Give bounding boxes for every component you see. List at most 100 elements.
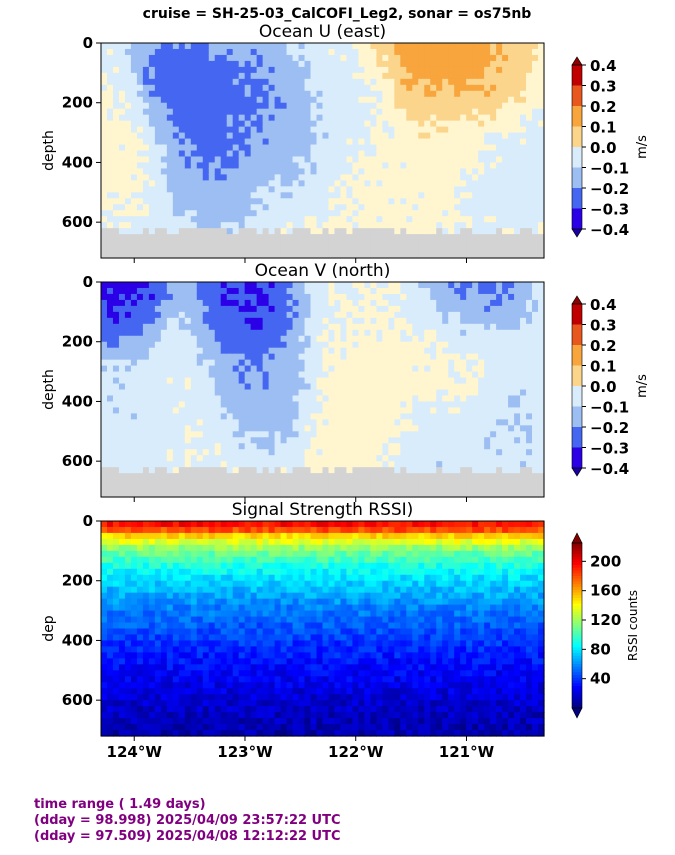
heatmap-cell xyxy=(118,287,126,295)
heatmap-cell xyxy=(352,132,360,140)
heatmap-cell xyxy=(292,144,300,152)
heatmap-cell xyxy=(214,84,222,92)
heatmap-cell xyxy=(400,43,407,50)
heatmap-cell xyxy=(184,126,192,134)
heatmap-cell xyxy=(412,228,419,235)
heatmap-cell xyxy=(448,78,455,86)
heatmap-cell xyxy=(190,377,198,385)
heatmap-cell xyxy=(256,198,264,205)
heatmap-cell xyxy=(316,407,324,414)
heatmap-cell xyxy=(178,353,186,361)
heatmap-cell xyxy=(340,114,348,122)
heatmap-cell xyxy=(250,323,258,331)
heatmap-cell xyxy=(238,287,246,295)
heatmap-cell xyxy=(154,150,162,158)
heatmap-cell xyxy=(382,252,389,259)
heatmap-cell xyxy=(472,479,479,486)
heatmap-cell xyxy=(172,407,180,414)
heatmap-cell xyxy=(214,144,222,152)
heatmap-cell xyxy=(412,186,419,193)
heatmap-cell xyxy=(328,216,336,223)
heatmap-cell xyxy=(346,48,354,56)
heatmap-cell xyxy=(394,425,401,432)
heatmap-cell xyxy=(160,317,168,325)
heatmap-cell xyxy=(316,60,324,68)
heatmap-cell xyxy=(454,252,461,259)
heatmap-cell xyxy=(172,341,180,349)
heatmap-cell xyxy=(292,431,300,438)
heatmap-cell xyxy=(538,174,545,181)
heatmap-cell xyxy=(448,96,455,104)
heatmap-cell xyxy=(166,365,174,373)
heatmap-cell xyxy=(322,126,330,134)
heatmap-cell xyxy=(130,132,138,140)
heatmap-cell xyxy=(358,347,366,355)
heatmap-cell xyxy=(394,66,401,74)
heatmap-cell xyxy=(340,437,348,444)
heatmap-cell xyxy=(370,108,377,116)
heatmap-cell xyxy=(196,401,204,409)
heatmap-cell xyxy=(466,467,473,474)
heatmap-cell xyxy=(250,210,258,217)
heatmap-cell xyxy=(106,359,114,367)
heatmap-cell xyxy=(514,180,521,187)
heatmap-cell xyxy=(166,126,174,134)
heatmap-cell xyxy=(334,329,342,337)
heatmap-cell xyxy=(106,252,114,259)
heatmap-cell xyxy=(442,413,449,420)
heatmap-cell xyxy=(298,323,306,331)
heatmap-cell xyxy=(268,60,276,68)
heatmap-cell xyxy=(358,132,366,140)
heatmap-cell xyxy=(142,431,150,438)
heatmap-cell xyxy=(280,389,288,397)
heatmap-cell xyxy=(520,150,527,158)
heatmap-cell xyxy=(430,234,437,241)
heatmap-cell xyxy=(274,485,282,492)
heatmap-cell xyxy=(154,66,162,74)
heatmap-cell xyxy=(466,449,473,456)
heatmap-cell xyxy=(238,144,246,152)
heatmap-cell xyxy=(196,461,204,468)
heatmap-cell xyxy=(184,383,192,391)
heatmap-cell xyxy=(268,293,276,301)
heatmap-cell xyxy=(460,210,467,217)
heatmap-cell xyxy=(448,395,455,403)
heatmap-cell xyxy=(400,491,407,498)
heatmap-cell xyxy=(442,353,449,361)
heatmap-cell xyxy=(322,299,330,307)
heatmap-cell xyxy=(388,401,395,409)
heatmap-cell xyxy=(496,43,503,50)
heatmap-cell xyxy=(412,293,419,301)
heatmap-cell xyxy=(436,407,443,414)
heatmap-cell xyxy=(166,72,174,80)
heatmap-cell xyxy=(412,413,419,420)
heatmap-cell xyxy=(424,377,431,385)
heatmap-cell xyxy=(388,395,395,403)
heatmap-cell xyxy=(340,323,348,331)
heatmap-cell xyxy=(406,491,413,498)
heatmap-cell xyxy=(346,126,354,134)
heatmap-cell xyxy=(322,419,330,426)
heatmap-cell xyxy=(370,66,377,74)
heatmap-cell xyxy=(238,335,246,343)
heatmap-cell xyxy=(298,60,306,68)
heatmap-cell xyxy=(286,168,294,175)
heatmap-cell xyxy=(178,455,186,462)
heatmap-cell xyxy=(472,174,479,181)
heatmap-cell xyxy=(430,216,437,223)
heatmap-cell xyxy=(376,485,383,492)
heatmap-cell xyxy=(316,180,324,187)
heatmap-cell xyxy=(406,138,413,146)
heatmap-cell xyxy=(101,48,108,56)
heatmap-cell xyxy=(346,246,354,253)
heatmap-cell xyxy=(460,407,467,414)
heatmap-cell xyxy=(172,299,180,307)
heatmap-cell xyxy=(400,240,407,247)
heatmap-cell xyxy=(292,90,300,98)
heatmap-cell xyxy=(232,359,240,367)
heatmap-cell xyxy=(472,401,479,409)
heatmap-cell xyxy=(298,234,306,241)
heatmap-cell xyxy=(238,431,246,438)
heatmap-cell xyxy=(466,90,473,98)
heatmap-cell xyxy=(112,132,120,140)
